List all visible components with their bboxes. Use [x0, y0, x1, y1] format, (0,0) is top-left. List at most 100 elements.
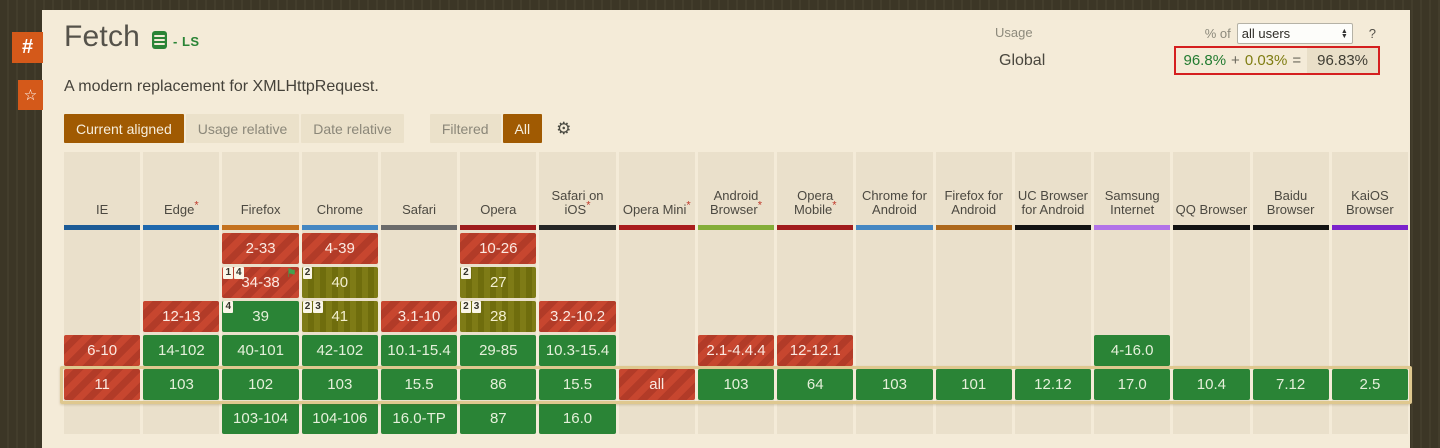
spec-document-icon[interactable]	[152, 31, 168, 49]
support-cell-past-1	[1253, 301, 1329, 332]
browser-color-strip	[1252, 225, 1329, 230]
permalink-button[interactable]: #	[12, 32, 43, 63]
browser-name: Safari	[402, 202, 437, 218]
browser-column-baidu-browser: Baidu Browser 7.12	[1252, 152, 1329, 434]
spec-status-label: - LS	[173, 33, 200, 49]
browser-color-strip	[697, 225, 775, 230]
support-cell-future	[698, 403, 774, 434]
support-cell-past-1: 28 2 3	[460, 301, 537, 332]
browser-column-samsung-internet: Samsung Internet 4-16.0 17.0	[1094, 152, 1171, 434]
browser-name: Chrome	[316, 202, 363, 218]
support-cell-future	[936, 403, 1012, 434]
support-cell-past-2	[856, 267, 932, 298]
usage-percent-box: 96.8% + 0.03% = 96.83%	[1173, 46, 1380, 75]
browser-name: IE	[95, 202, 109, 218]
plus-sign: +	[1231, 52, 1240, 69]
support-cell-future	[143, 403, 219, 434]
support-cell-previous: 10.3-15.4	[539, 335, 616, 366]
browser-color-strip	[935, 225, 1012, 230]
support-cell-previous	[1253, 335, 1329, 366]
usage-full-percent: 96.8%	[1183, 52, 1227, 69]
support-cell-current: 2.5	[1331, 369, 1408, 400]
support-cell-past-3	[1253, 233, 1329, 264]
favorite-button[interactable]: ☆	[18, 80, 43, 110]
support-cell-future	[1332, 403, 1408, 434]
browser-color-strip	[380, 225, 458, 230]
support-cell-past-1	[856, 301, 932, 332]
support-cell-previous	[936, 335, 1012, 366]
note-badge: 4	[223, 301, 234, 313]
browser-column-safari-on-ios: Safari on iOS* 3.2-10.2 10.3-15.4 15.5 16.0	[539, 152, 616, 434]
support-cell-past-2: 34-38 1 4 ⚑	[222, 267, 299, 298]
support-cell-past-3	[143, 233, 219, 264]
title-row: Fetch - LS	[64, 20, 200, 54]
browser-color-strip	[856, 225, 933, 230]
support-cell-past-3	[777, 233, 853, 264]
support-cell-previous: 10.1-15.4	[380, 335, 458, 366]
support-cell-past-3	[1332, 233, 1408, 264]
note-asterisk: *	[194, 200, 199, 213]
help-button[interactable]: ?	[1368, 26, 1376, 41]
support-cell-past-1	[1332, 301, 1408, 332]
support-cell-past-1	[698, 301, 774, 332]
filter-button-filtered[interactable]: Filtered	[429, 114, 501, 143]
support-cell-previous	[1015, 335, 1091, 366]
browser-name: QQ Browser	[1175, 202, 1248, 218]
support-cell-past-2	[381, 267, 457, 298]
support-cell-future	[1015, 403, 1091, 434]
support-cell-previous	[1173, 335, 1249, 366]
support-cell-past-3	[1173, 233, 1249, 264]
browser-name: Opera	[480, 202, 517, 218]
browser-column-qq-browser: QQ Browser 10.4	[1173, 152, 1250, 434]
support-cell-future: 104-106	[301, 403, 378, 434]
browser-name: Opera Mobile*	[793, 187, 837, 218]
browser-color-strip	[222, 225, 299, 230]
support-cell-past-1: 39 4	[222, 301, 299, 332]
support-cell-past-3	[381, 233, 457, 264]
view-button-usage-relative[interactable]: Usage relative	[185, 114, 300, 143]
support-cell-past-2	[64, 267, 140, 298]
support-cell-current: 64	[777, 369, 854, 400]
view-button-current-aligned[interactable]: Current aligned	[64, 114, 184, 143]
support-cell-previous	[1332, 335, 1408, 366]
usage-partial-percent: 0.03%	[1244, 52, 1288, 69]
support-cell-current: 17.0	[1094, 369, 1171, 400]
note-badge: 1	[223, 267, 234, 279]
browser-color-strip	[1173, 225, 1250, 230]
browser-column-ie: IE 6-10 11	[64, 152, 141, 434]
support-cell-previous	[856, 335, 932, 366]
users-select-value: all users	[1241, 26, 1291, 41]
support-cell-future	[777, 403, 853, 434]
users-select[interactable]: all users ▲ ▼	[1236, 23, 1353, 44]
note-badge: 2	[302, 267, 313, 279]
support-cell-past-3: 2-33	[222, 233, 299, 264]
filter-button-all[interactable]: All	[502, 114, 543, 143]
support-cell-current: 103	[697, 369, 775, 400]
global-label: Global	[999, 52, 1046, 69]
browser-column-chrome-for-android: Chrome for Android 103	[856, 152, 933, 434]
browser-column-opera: Opera 10-26 27 2 28 2 3 29-85 86 87	[460, 152, 537, 434]
support-cell-future	[619, 403, 695, 434]
support-cell-past-3	[1015, 233, 1091, 264]
support-cell-past-2	[777, 267, 853, 298]
settings-gear-icon[interactable]: ⚙	[556, 118, 572, 138]
browser-color-strip	[1094, 225, 1171, 230]
support-cell-future	[64, 403, 140, 434]
support-cell-previous: 29-85	[460, 335, 537, 366]
support-cell-past-2	[1332, 267, 1408, 298]
support-cell-current: 10.4	[1173, 369, 1250, 400]
usage-label: Usage	[995, 25, 1033, 40]
support-cell-future: 16.0-TP	[380, 403, 458, 434]
support-cell-current: 86	[460, 369, 537, 400]
browser-color-strip	[64, 225, 141, 230]
support-cell-past-1	[1094, 301, 1170, 332]
note-badge: 3	[313, 301, 323, 313]
usage-controls: % of all users ▲ ▼ ?	[1205, 23, 1376, 44]
browser-column-opera-mobile: Opera Mobile* 12-12.1 64	[777, 152, 854, 434]
support-cell-past-1: 3.2-10.2	[539, 301, 616, 332]
view-button-date-relative[interactable]: Date relative	[301, 114, 404, 143]
note-badge: 4	[234, 267, 244, 279]
support-cell-past-3	[1094, 233, 1170, 264]
support-cell-past-3	[64, 233, 140, 264]
browser-column-android-browser: Android Browser* 2.1-4.4.4 103	[697, 152, 775, 434]
